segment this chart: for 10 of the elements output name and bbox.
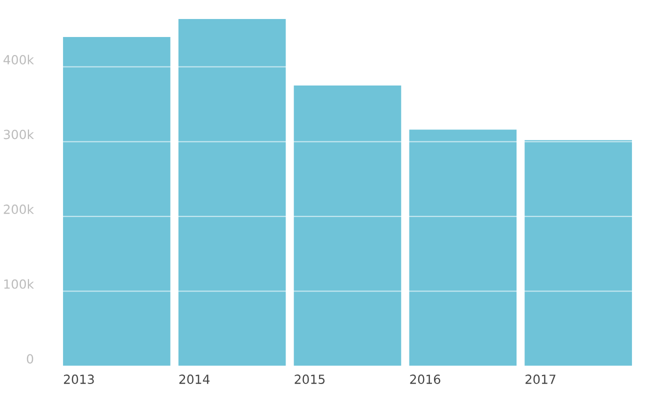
x-tick-label: 2015 [294, 374, 325, 384]
y-tick-label: 300k [4, 130, 34, 140]
x-tick-label: 2016 [410, 374, 440, 384]
y-tick-label: 100k [4, 279, 34, 289]
y-tick-label: 200k [4, 204, 34, 214]
x-tick-label: 2014 [179, 374, 210, 384]
x-tick-label: 2013 [64, 374, 94, 384]
y-tick-label: 400k [4, 54, 34, 64]
x-tick-label: 2017 [526, 374, 556, 384]
y-tick-label: 0 [26, 354, 34, 364]
